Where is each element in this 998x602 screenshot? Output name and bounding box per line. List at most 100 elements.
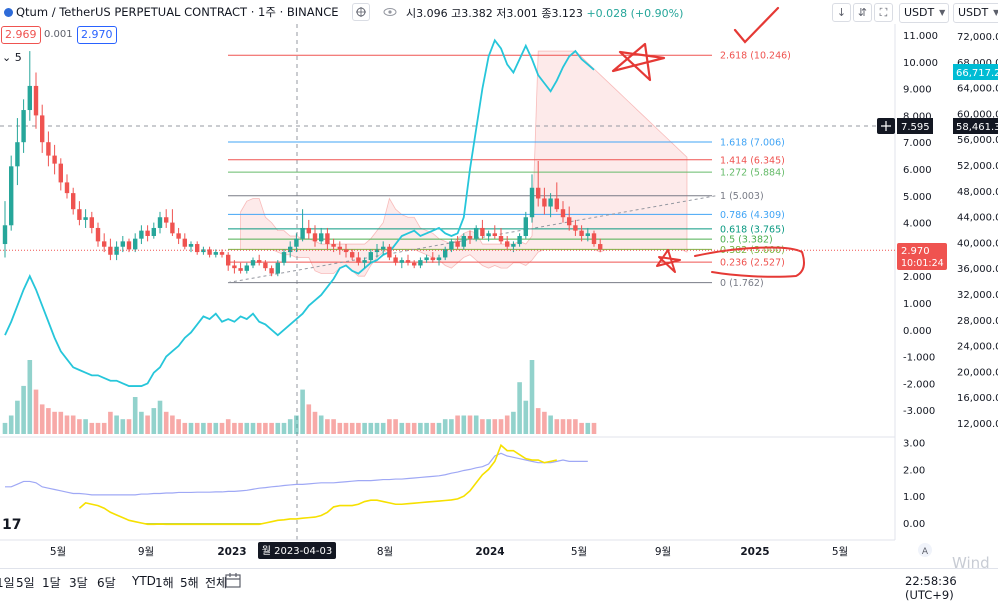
buy-price-button[interactable]: 2.970 [77,26,117,44]
candle-body [554,198,559,210]
eye-icon[interactable] [382,4,398,20]
time-tick: 9월 [655,546,671,558]
candle-body [126,241,132,250]
candle [95,222,101,247]
crosshair [0,24,895,540]
candle-body [381,246,386,250]
volume-bar [486,419,491,434]
price-tick: 11.000 [903,31,938,42]
candle-body [436,257,442,261]
candle-body [374,249,380,253]
toolbar-divider [0,568,998,569]
candle [319,227,324,245]
candle-body [157,217,163,228]
period-button[interactable]: 1일 [0,576,15,590]
period-button[interactable]: 6달 [97,576,116,590]
spread-value: 0.001 [44,29,73,40]
candle [529,174,535,223]
currency-select-left[interactable]: USDT ▼ [899,3,950,23]
candle-body [387,246,392,258]
arrows-expand-icon[interactable]: ⇵ [853,3,872,22]
volume-bar [529,360,535,434]
candle-body [176,233,181,239]
sell-price-button[interactable]: 2.969 [1,26,41,44]
volume-bars [2,360,597,434]
candle-body [77,209,82,220]
candle [461,233,466,250]
candle [170,209,175,236]
oscillator-tick: 3.00 [903,439,925,450]
candle-body [424,257,429,261]
period-button[interactable]: 5해 [180,576,199,590]
symbol-title[interactable]: Qtum / TetherUS PERPETUAL CONTRACT · 1주 … [4,4,339,20]
period-button[interactable]: 5일 [16,576,35,590]
candle [418,257,423,269]
candle [455,236,460,250]
candle-body [368,252,373,261]
candle-body [517,236,522,245]
compare-symbol-icon[interactable] [352,3,370,21]
scroll-down-icon[interactable]: ↓ [832,3,851,22]
period-button[interactable]: 1달 [42,576,61,590]
volume-bar [442,419,448,434]
period-button[interactable]: 3달 [69,576,88,590]
candle-body [480,227,485,236]
period-button[interactable]: 1해 [155,576,174,590]
period-button[interactable]: 전체 [205,576,228,590]
oscillator-pane: 17 [0,436,895,533]
candle-body [591,233,597,245]
volume-bar [2,422,8,434]
clock-readout[interactable]: 22:58:36 (UTC+9) [905,574,957,602]
candle [83,209,88,228]
crosshair-price-tag [897,118,933,134]
oscillator-upper-line [5,452,588,496]
candle [46,131,51,167]
price-tick: 10.000 [903,58,938,69]
interval-collapse[interactable]: ⌄ 5 [2,51,22,64]
candle [548,193,553,218]
fib-label: 1 (5.003) [720,191,764,202]
volume-bar [281,422,287,434]
fullscreen-icon[interactable]: ⛶ [874,3,893,22]
candle [474,225,479,242]
candle-body [33,85,39,116]
volume-bar [504,415,510,434]
ohlc-values: 시3.096 고3.382 저3.001 종3.123 [406,7,583,20]
price-tick: 6.000 [903,165,932,176]
btc-price-tick: 56,000.0 [957,135,998,146]
candle-body [412,262,417,266]
candle [498,227,504,245]
volume-bar [337,422,343,434]
candle-body [461,236,466,247]
candle-body [207,249,212,255]
candle-body [325,233,330,245]
candle [64,174,70,199]
volume-bar [70,415,76,434]
price-tick: -1.000 [903,353,935,364]
volume-bar [126,419,132,434]
candle [393,254,398,266]
candle [560,201,566,223]
candle [145,225,150,242]
volume-bar [318,415,324,434]
volume-bar [287,419,293,434]
volume-bar [585,422,591,434]
time-tick: 5월 [571,546,587,558]
candle-body [83,217,88,220]
candle [300,209,305,242]
period-button[interactable]: YTD [132,574,156,588]
candle [15,118,20,186]
candle-body [71,193,76,210]
calendar-range-icon[interactable] [224,571,242,589]
candle [486,230,491,242]
btc-price-tick: 36,000.0 [957,264,998,275]
highlight-annotation [694,246,805,278]
candle-body [362,260,367,263]
currency-select-right[interactable]: USDT ▼ [953,3,998,23]
candle [424,254,429,263]
candle-body [120,241,125,247]
candle [288,241,293,258]
candle-body [64,182,70,194]
